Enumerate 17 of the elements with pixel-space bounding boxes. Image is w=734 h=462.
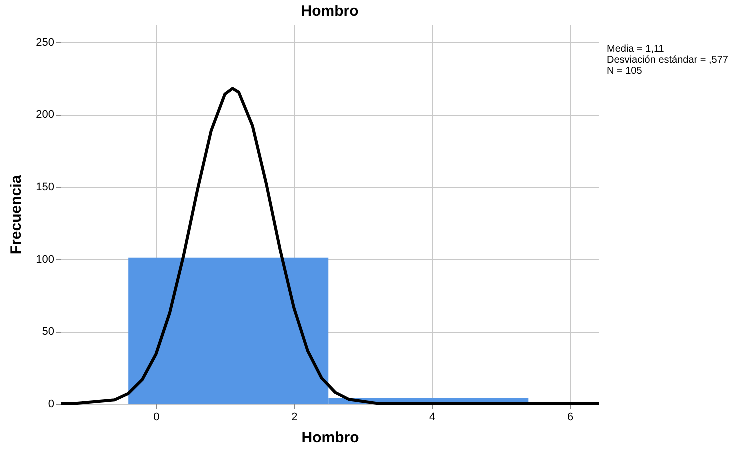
x-tick-label: 0 (154, 412, 160, 424)
y-tick-label: 0 (48, 398, 54, 410)
chart-title: Hombro (301, 3, 359, 20)
line-series (60, 87, 600, 406)
y-tick-label: 50 (42, 326, 54, 338)
text: Media = 1,11 (607, 44, 666, 55)
x-tick-label: 2 (292, 412, 298, 424)
y-tick-label: 250 (36, 36, 54, 49)
x-tick-label: 6 (567, 412, 574, 424)
text: Desviación estándar = ,577 (607, 55, 728, 66)
y-axis-title: Frecuencia (8, 174, 26, 255)
y-tick-label: 150 (36, 182, 54, 194)
y-tick-label: 200 (36, 109, 54, 122)
x-tick-label: 4 (430, 412, 436, 424)
y-tick-label: 100 (36, 254, 54, 266)
text: N = 105 (607, 66, 644, 77)
x-axis-title: Hombro (302, 430, 360, 446)
